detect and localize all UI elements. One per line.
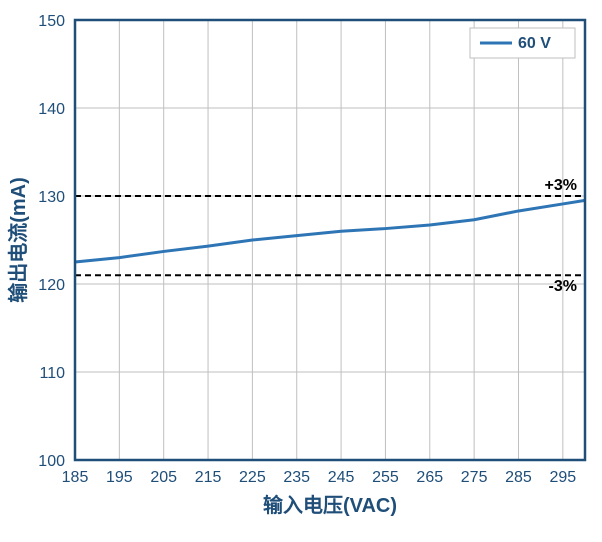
y-tick-label: 150 bbox=[38, 13, 65, 30]
x-tick-label: 215 bbox=[195, 469, 222, 486]
x-tick-label: 295 bbox=[549, 469, 576, 486]
y-tick-label: 130 bbox=[38, 189, 65, 206]
x-tick-label: 205 bbox=[150, 469, 177, 486]
legend-label: 60 V bbox=[518, 35, 551, 52]
x-tick-label: 245 bbox=[328, 469, 355, 486]
y-tick-label: 110 bbox=[39, 365, 65, 382]
line-chart: +3% -3% 185 195 205 215 225 235 245 255 265 275 285 2… bbox=[0, 0, 602, 542]
x-tick-label: 265 bbox=[416, 469, 443, 486]
x-tick-label: 235 bbox=[283, 469, 310, 486]
y-tick-label: 100 bbox=[38, 453, 65, 470]
y-tick-label: 120 bbox=[38, 277, 65, 294]
y-axis-label: 输出电流(mA) bbox=[6, 177, 30, 303]
chart-container: +3% -3% 185 195 205 215 225 235 245 255 265 275 285 2… bbox=[0, 0, 602, 542]
reference-label: +3% bbox=[545, 177, 577, 194]
x-tick-label: 225 bbox=[239, 469, 266, 486]
x-tick-label: 195 bbox=[106, 469, 133, 486]
x-tick-label: 285 bbox=[505, 469, 532, 486]
y-tick-label: 140 bbox=[38, 101, 65, 118]
x-tick-label: 255 bbox=[372, 469, 399, 486]
x-tick-label: 185 bbox=[62, 469, 89, 486]
reference-label: -3% bbox=[549, 278, 577, 295]
x-axis-label: 输入电压(VAC) bbox=[263, 493, 397, 517]
x-tick-label: 275 bbox=[461, 469, 488, 486]
